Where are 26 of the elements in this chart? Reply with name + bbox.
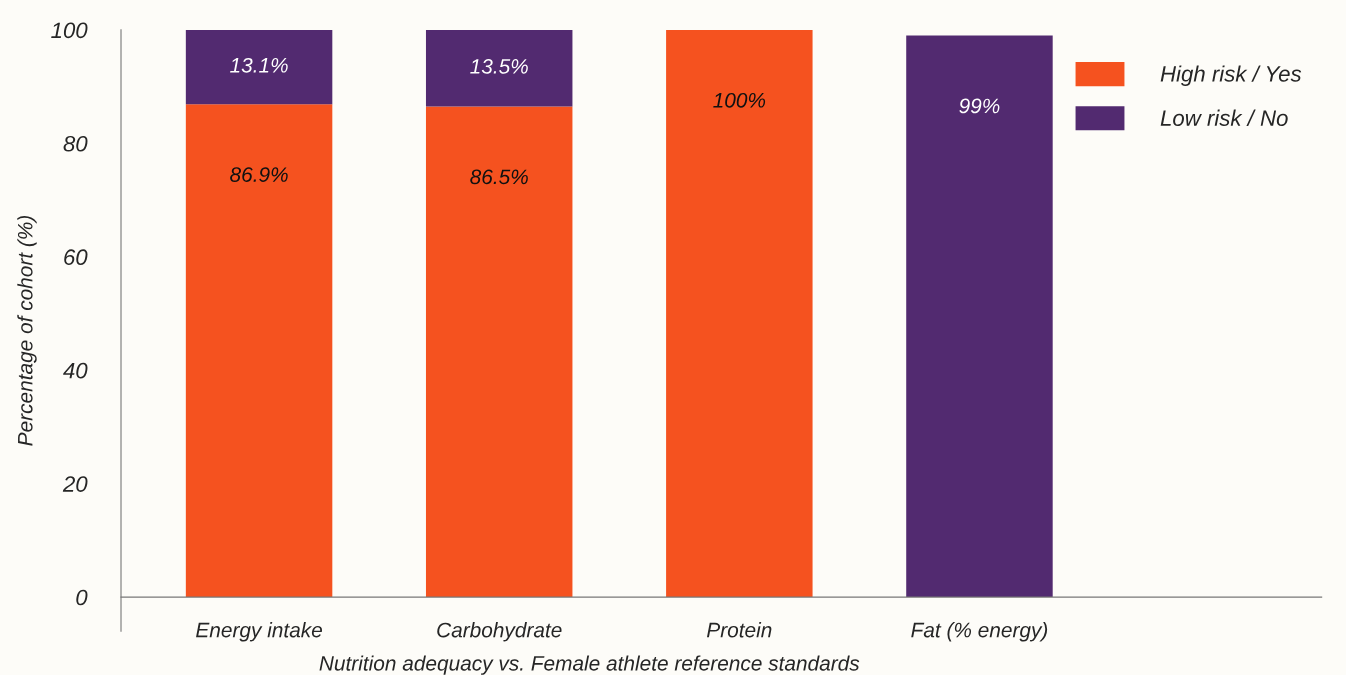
y-tick-label: 80 bbox=[63, 135, 88, 152]
data-label: 86.9% bbox=[230, 167, 288, 182]
bar bbox=[906, 35, 1053, 598]
bar bbox=[185, 29, 333, 105]
x-tick-label: Protein bbox=[706, 622, 772, 638]
bar bbox=[666, 29, 813, 598]
y-tick-label: 20 bbox=[62, 476, 88, 492]
data-label: 13.1% bbox=[230, 57, 288, 73]
bar bbox=[185, 104, 333, 598]
data-label: 13.5% bbox=[470, 59, 528, 74]
x-axis-title: Nutrition adequacy vs. Female athlete reference standards bbox=[319, 655, 860, 675]
y-tick-label: 0 bbox=[76, 589, 88, 606]
data-label: 100% bbox=[713, 92, 766, 108]
bar bbox=[425, 106, 573, 598]
x-tick-label: Carbohydrate bbox=[437, 622, 562, 642]
data-label: 99% bbox=[959, 98, 1000, 114]
x-tick-label: Energy intake bbox=[196, 622, 322, 642]
y-axis-title: Percentage of cohort (%) bbox=[17, 215, 37, 446]
data-label: 86.5% bbox=[470, 169, 528, 185]
legend-label: Low risk / No bbox=[1160, 109, 1288, 126]
y-tick-label: 40 bbox=[63, 362, 88, 379]
y-tick-label: 60 bbox=[64, 249, 88, 266]
y-tick-label: 100 bbox=[51, 22, 88, 39]
legend-label: High risk / Yes bbox=[1160, 65, 1302, 87]
x-tick-label: Fat (% energy) bbox=[911, 622, 1048, 642]
bar bbox=[425, 29, 573, 107]
